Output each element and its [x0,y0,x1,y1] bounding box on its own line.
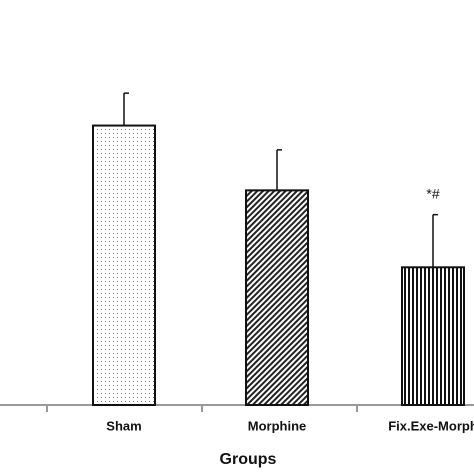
x-axis-label: Groups [220,451,277,468]
bar [92,124,156,407]
x-tick-label: Sham [106,418,141,433]
x-tick-label: Fix.Exe-Morph [388,418,474,433]
bar [245,189,309,406]
x-tick-label: Morphine [248,418,307,433]
bar [401,266,465,406]
annotation: *# [426,185,439,201]
